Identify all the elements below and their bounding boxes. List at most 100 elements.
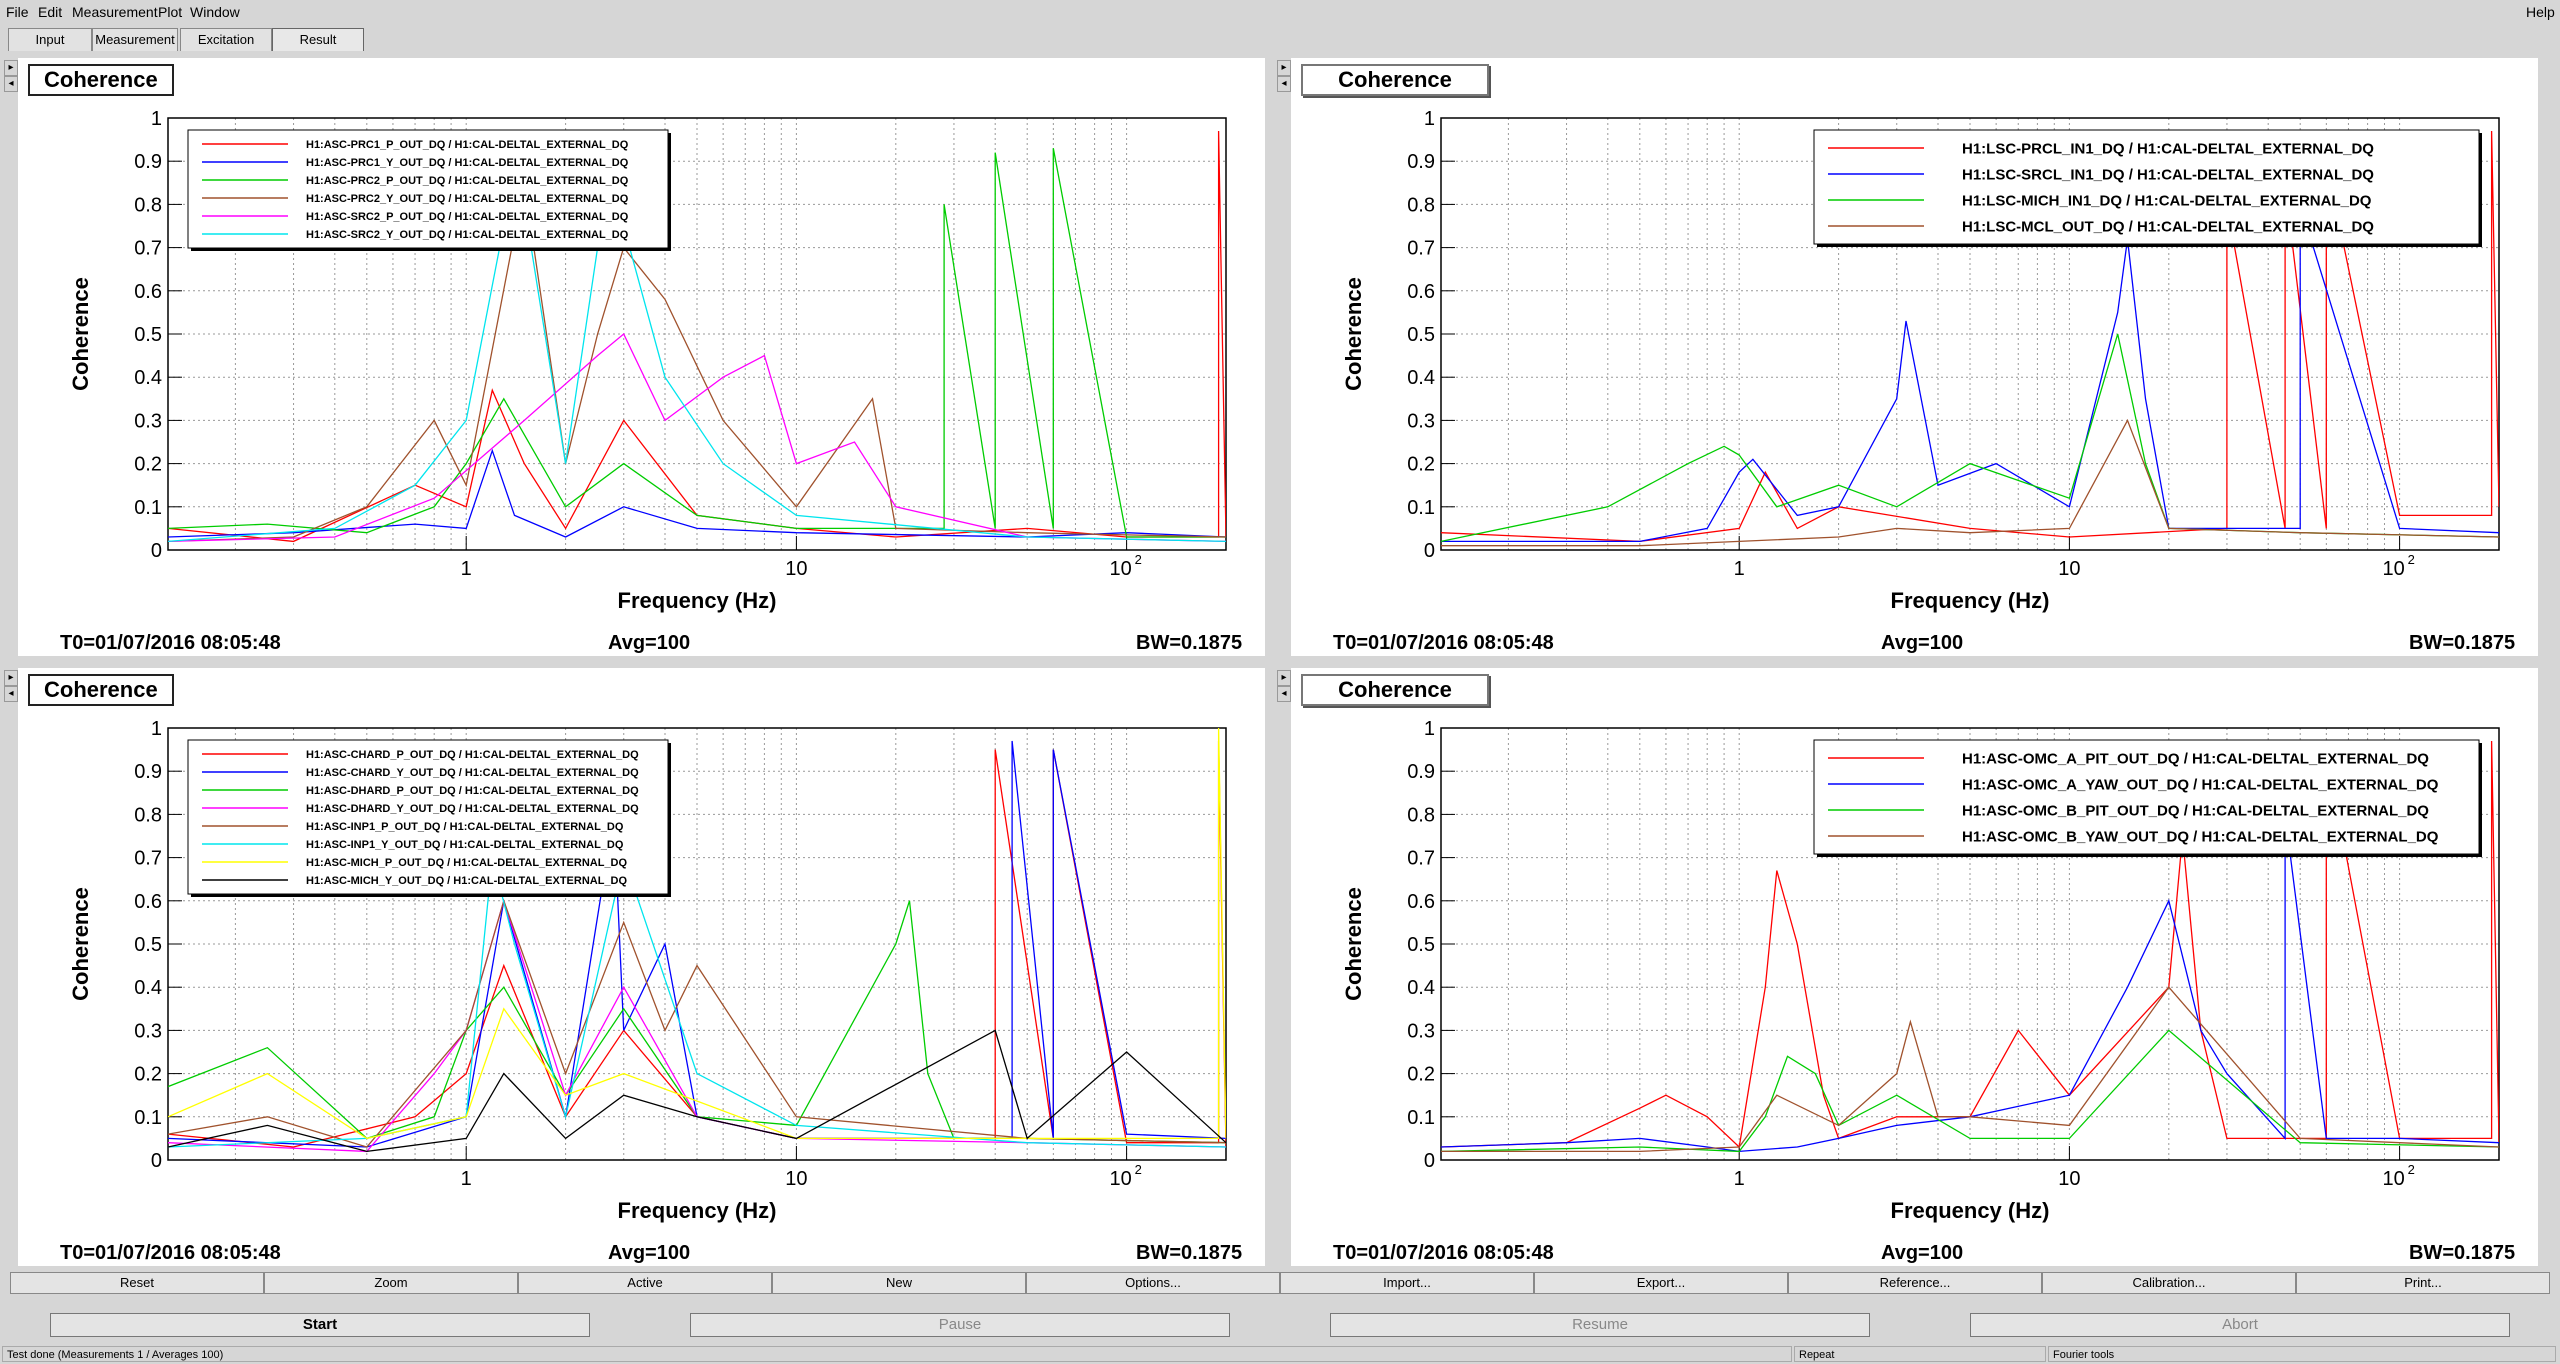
series-line	[1441, 130, 2499, 543]
plot-title: Coherence	[28, 64, 174, 96]
legend-entry: H1:ASC-MICH_P_OUT_DQ / H1:CAL-DELTAL_EXT…	[306, 857, 628, 869]
tab-measurement[interactable]: Measurement	[92, 28, 178, 51]
avg-label: Avg=100	[608, 632, 691, 654]
menu-measurement[interactable]: Measurement	[72, 4, 158, 20]
y-tick-label: 0.8	[1407, 804, 1435, 826]
y-axis-label: Coherence	[68, 887, 93, 1001]
export-button[interactable]: Export...	[1534, 1272, 1788, 1294]
panel-collapse-left-icon[interactable]: ◂	[4, 76, 18, 92]
legend-entry: H1:ASC-CHARD_P_OUT_DQ / H1:CAL-DELTAL_EX…	[306, 749, 639, 761]
plot-canvas[interactable]: Coherence 0 0.1 0.2 0.3 0.4 0.5 0.6 0.7 0.8 0.9 1 1…	[18, 58, 1265, 656]
series-line	[168, 332, 1226, 543]
legend-entry: H1:ASC-PRC1_Y_OUT_DQ / H1:CAL-DELTAL_EXT…	[306, 157, 629, 169]
x-tick-label: 10	[2382, 558, 2404, 580]
legend-entry: H1:ASC-INP1_P_OUT_DQ / H1:CAL-DELTAL_EXT…	[306, 821, 624, 833]
y-tick-label: 0.6	[1407, 891, 1435, 913]
bw-label: BW=0.1875	[2409, 1242, 2516, 1264]
coherence-chart[interactable]: 0 0.1 0.2 0.3 0.4 0.5 0.6 0.7 0.8 0.9 1 1 10 10 2 Frequ…	[18, 58, 1265, 618]
tab-result[interactable]: Result	[272, 28, 364, 51]
legend-box	[1813, 739, 2480, 855]
panel-collapse-left-icon[interactable]: ◂	[1277, 76, 1291, 92]
options-button[interactable]: Options...	[1026, 1272, 1280, 1294]
series-line	[168, 900, 1226, 1144]
abort-button[interactable]: Abort	[1970, 1313, 2510, 1337]
legend-entry: H1:ASC-OMC_B_PIT_OUT_DQ / H1:CAL-DELTAL_…	[1962, 802, 2429, 819]
legend-entry: H1:ASC-PRC1_P_OUT_DQ / H1:CAL-DELTAL_EXT…	[306, 139, 629, 151]
t0-label: T0=01/07/2016 08:05:48	[1333, 632, 1554, 654]
new-button[interactable]: New	[772, 1272, 1026, 1294]
y-tick-label: 0.1	[134, 1107, 162, 1129]
y-tick-label: 0.9	[1407, 761, 1435, 783]
plot-canvas[interactable]: Coherence 0 0.1 0.2 0.3 0.4 0.5 0.6 0.7 0.8 0.9 1 1…	[1291, 58, 2538, 656]
avg-label: Avg=100	[1881, 632, 1964, 654]
panel-expand-right-icon[interactable]: ▸	[1277, 60, 1291, 76]
calibration-button[interactable]: Calibration...	[2042, 1272, 2296, 1294]
active-button[interactable]: Active	[518, 1272, 772, 1294]
y-tick-label: 0	[1424, 540, 1435, 562]
import-button[interactable]: Import...	[1280, 1272, 1534, 1294]
bw-label: BW=0.1875	[1136, 1242, 1243, 1264]
coherence-chart[interactable]: 0 0.1 0.2 0.3 0.4 0.5 0.6 0.7 0.8 0.9 1 1 10 10 2 Frequ…	[1291, 58, 2538, 618]
panel-expand-right-icon[interactable]: ▸	[1277, 670, 1291, 686]
series-line	[168, 202, 1226, 543]
plot-canvas[interactable]: Coherence 0 0.1 0.2 0.3 0.4 0.5 0.6 0.7 0.8 0.9 1 1…	[1291, 668, 2538, 1266]
y-tick-label: 0.3	[1407, 1020, 1435, 1042]
y-tick-label: 0	[151, 540, 162, 562]
x-tick-exponent: 2	[1135, 1162, 1142, 1177]
legend-entry: H1:ASC-PRC2_Y_OUT_DQ / H1:CAL-DELTAL_EXT…	[306, 193, 629, 205]
print-button[interactable]: Print...	[2296, 1272, 2550, 1294]
tab-excitation[interactable]: Excitation	[180, 28, 272, 51]
y-tick-label: 0	[1424, 1150, 1435, 1172]
x-tick-exponent: 2	[2408, 1162, 2415, 1177]
reset-button[interactable]: Reset	[10, 1272, 264, 1294]
panel-expand-right-icon[interactable]: ▸	[4, 670, 18, 686]
status-message: Test done (Measurements 1 / Averages 100…	[2, 1346, 1792, 1362]
resume-button[interactable]: Resume	[1330, 1313, 1870, 1337]
coherence-chart[interactable]: 0 0.1 0.2 0.3 0.4 0.5 0.6 0.7 0.8 0.9 1 1 10 10 2 Frequ…	[1291, 668, 2538, 1228]
bw-label: BW=0.1875	[2409, 632, 2516, 654]
y-tick-label: 0.7	[134, 848, 162, 870]
y-tick-label: 0.8	[1407, 194, 1435, 216]
t0-label: T0=01/07/2016 08:05:48	[60, 1242, 281, 1264]
x-tick-label: 10	[2382, 1168, 2404, 1190]
avg-label: Avg=100	[1881, 1242, 1964, 1264]
menu-help[interactable]: Help	[2526, 4, 2555, 20]
menu-edit[interactable]: Edit	[38, 4, 63, 20]
menu-file[interactable]: File	[6, 4, 29, 20]
legend-entry: H1:ASC-SRC2_P_OUT_DQ / H1:CAL-DELTAL_EXT…	[306, 211, 629, 223]
plot-title: Coherence	[28, 674, 174, 706]
series-line	[168, 898, 1226, 1148]
y-tick-label: 0.7	[1407, 848, 1435, 870]
pause-button[interactable]: Pause	[690, 1313, 1230, 1337]
panel-collapse-left-icon[interactable]: ◂	[1277, 686, 1291, 702]
x-tick-label: 10	[785, 1168, 807, 1190]
legend-entry: H1:ASC-OMC_B_YAW_OUT_DQ / H1:CAL-DELTAL_…	[1962, 828, 2439, 845]
reference-button[interactable]: Reference...	[1788, 1272, 2042, 1294]
series-line	[168, 148, 1226, 538]
y-axis-label: Coherence	[68, 277, 93, 391]
panel-collapse-left-icon[interactable]: ◂	[4, 686, 18, 702]
series-line	[168, 728, 1226, 1140]
y-tick-label: 0.7	[134, 238, 162, 260]
y-tick-label: 0.3	[134, 410, 162, 432]
start-button[interactable]: Start	[50, 1313, 590, 1337]
menu-window[interactable]: Window	[190, 4, 240, 20]
x-tick-exponent: 2	[1135, 552, 1142, 567]
legend-entry: H1:LSC-MICH_IN1_DQ / H1:CAL-DELTAL_EXTER…	[1962, 192, 2372, 209]
x-tick-label: 1	[1734, 558, 1745, 580]
y-tick-label: 0.1	[134, 497, 162, 519]
legend-entry: H1:ASC-CHARD_Y_OUT_DQ / H1:CAL-DELTAL_EX…	[306, 767, 639, 779]
tab-bar: Input Measurement Excitation Result	[0, 26, 2560, 52]
y-tick-label: 0.8	[134, 194, 162, 216]
panel-expand-right-icon[interactable]: ▸	[4, 60, 18, 76]
menu-plot[interactable]: Plot	[158, 4, 183, 20]
plot-canvas[interactable]: Coherence 0 0.1 0.2 0.3 0.4 0.5 0.6 0.7 0.8 0.9 1 1…	[18, 668, 1265, 1266]
y-tick-label: 0.3	[1407, 410, 1435, 432]
coherence-chart[interactable]: 0 0.1 0.2 0.3 0.4 0.5 0.6 0.7 0.8 0.9 1 1 10 10 2 Frequ…	[18, 668, 1265, 1228]
zoom-button[interactable]: Zoom	[264, 1272, 518, 1294]
tab-input[interactable]: Input	[8, 28, 92, 51]
bw-label: BW=0.1875	[1136, 632, 1243, 654]
legend-entry: H1:ASC-INP1_Y_OUT_DQ / H1:CAL-DELTAL_EXT…	[306, 839, 624, 851]
y-tick-label: 0.1	[1407, 1107, 1435, 1129]
y-tick-label: 1	[151, 108, 162, 130]
